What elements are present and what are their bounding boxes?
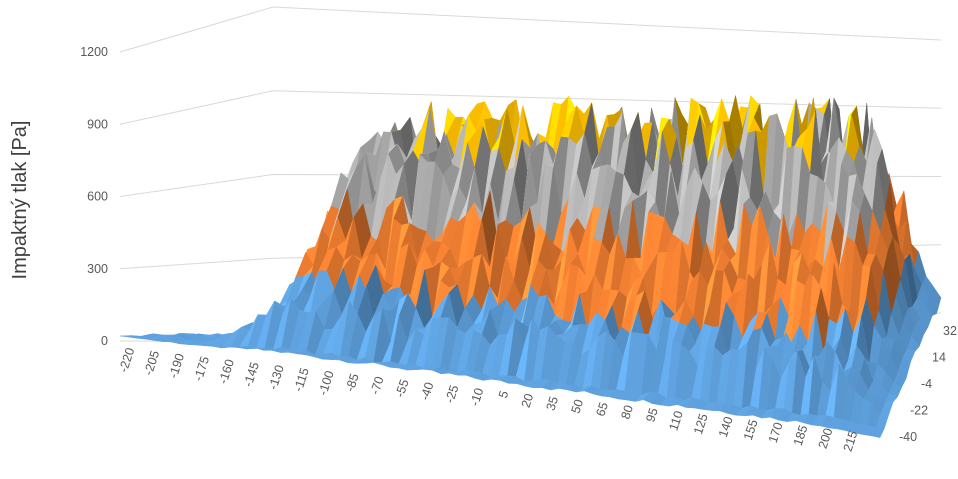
x-tick-label: -190 <box>166 352 187 380</box>
x-tick-label: 200 <box>816 426 836 450</box>
depth-tick-label: -40 <box>899 430 917 444</box>
depth-tick-label: 32 <box>943 324 957 338</box>
x-tick-label: -160 <box>216 357 237 385</box>
surface-plot <box>120 96 941 438</box>
x-tick-label: 5 <box>496 389 511 400</box>
x-tick-label: 155 <box>741 418 761 442</box>
x-tick-label: 20 <box>519 392 537 410</box>
z-tick-label: 300 <box>87 262 108 276</box>
x-tick-label: -220 <box>116 346 137 374</box>
x-tick-label: 95 <box>643 406 661 424</box>
z-tick-label: 600 <box>87 190 108 204</box>
x-tick-label: 35 <box>544 395 562 413</box>
y-axis-title: Impaktný tlak [Pa] <box>9 121 31 280</box>
x-tick-label: -115 <box>291 366 312 393</box>
x-tick-label: -100 <box>316 369 337 397</box>
x-tick-label: -130 <box>266 363 287 391</box>
x-tick-label: 110 <box>666 409 685 432</box>
x-tick-label: 215 <box>841 429 861 453</box>
depth-tick-label: -22 <box>910 404 928 418</box>
z-tick-label: 0 <box>101 334 108 348</box>
depth-tick-label: 14 <box>932 351 946 365</box>
x-tick-label: -145 <box>241 360 262 388</box>
x-tick-label: -55 <box>393 378 412 400</box>
x-tick-label: 125 <box>691 412 711 436</box>
x-tick-label: -10 <box>467 386 486 408</box>
x-tick-label: 170 <box>766 421 786 445</box>
x-tick-label: 80 <box>618 403 636 421</box>
z-tick-label: 900 <box>87 117 108 131</box>
x-tick-label: -85 <box>343 372 362 394</box>
x-tick-label: -40 <box>418 380 437 402</box>
x-tick-label: -25 <box>443 383 462 405</box>
x-tick-label: -205 <box>141 349 162 377</box>
x-tick-label: 65 <box>593 400 611 418</box>
x-tick-label: -175 <box>191 355 212 383</box>
x-tick-label: 140 <box>716 415 736 439</box>
gridline-1200 <box>120 7 941 52</box>
z-tick-label: 1200 <box>80 45 108 59</box>
x-tick-label: 185 <box>791 423 811 447</box>
x-tick-label: -70 <box>368 375 387 397</box>
x-tick-label: 50 <box>569 398 587 416</box>
depth-tick-label: -4 <box>921 377 932 391</box>
